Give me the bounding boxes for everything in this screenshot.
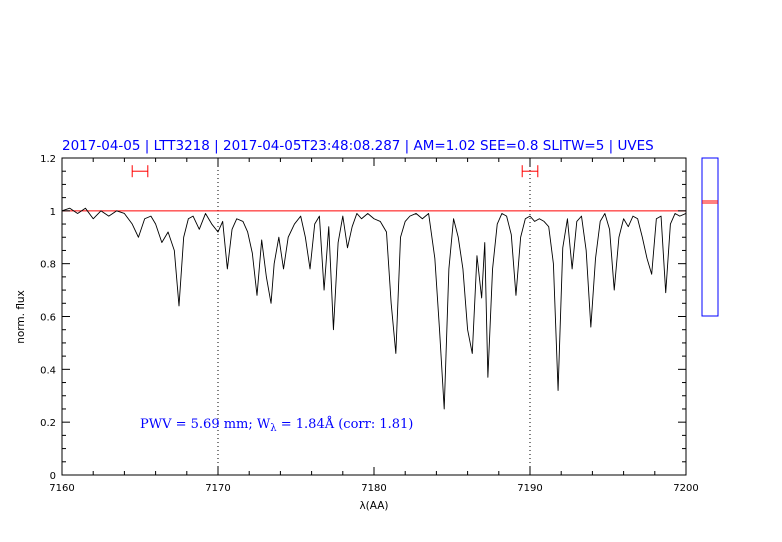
y-tick-label: 0 xyxy=(50,471,56,482)
y-tick-label: 0.2 xyxy=(40,418,56,429)
x-tick-label: 7170 xyxy=(205,483,230,494)
spectrum-series-1 xyxy=(61,207,687,410)
x-axis-label: λ(AA) xyxy=(359,500,388,512)
plot-area: 7160 7170 7180 7190 7200 0 0.2 0.4 0.6 0.8 1 1.2 xyxy=(40,154,699,494)
x-tick-label: 7200 xyxy=(673,483,698,494)
y-axis-label: norm. flux xyxy=(15,290,27,344)
pwv-annotation: PWV = 5.69 mm; Wλ = 1.84Å (corr: 1.81) xyxy=(140,416,413,434)
y-tick-label: 1.2 xyxy=(40,154,56,165)
y-tick-label: 0.8 xyxy=(40,260,56,271)
y-tick-label: 1 xyxy=(50,207,56,218)
x-tick-label: 7160 xyxy=(49,483,74,494)
x-tick-label: 7190 xyxy=(517,483,542,494)
x-tick-label: 7180 xyxy=(361,483,386,494)
continuum-window-2 xyxy=(521,165,539,178)
side-panel xyxy=(701,157,719,317)
continuum-window-1 xyxy=(131,165,149,178)
y-tick-label: 0.4 xyxy=(40,365,56,376)
pwv-subscript: λ xyxy=(270,423,277,434)
y-tick-label: 0.6 xyxy=(40,313,56,324)
header-title: 2017-04-05 | LTT3218 | 2017-04-05T23:48:… xyxy=(62,138,654,154)
